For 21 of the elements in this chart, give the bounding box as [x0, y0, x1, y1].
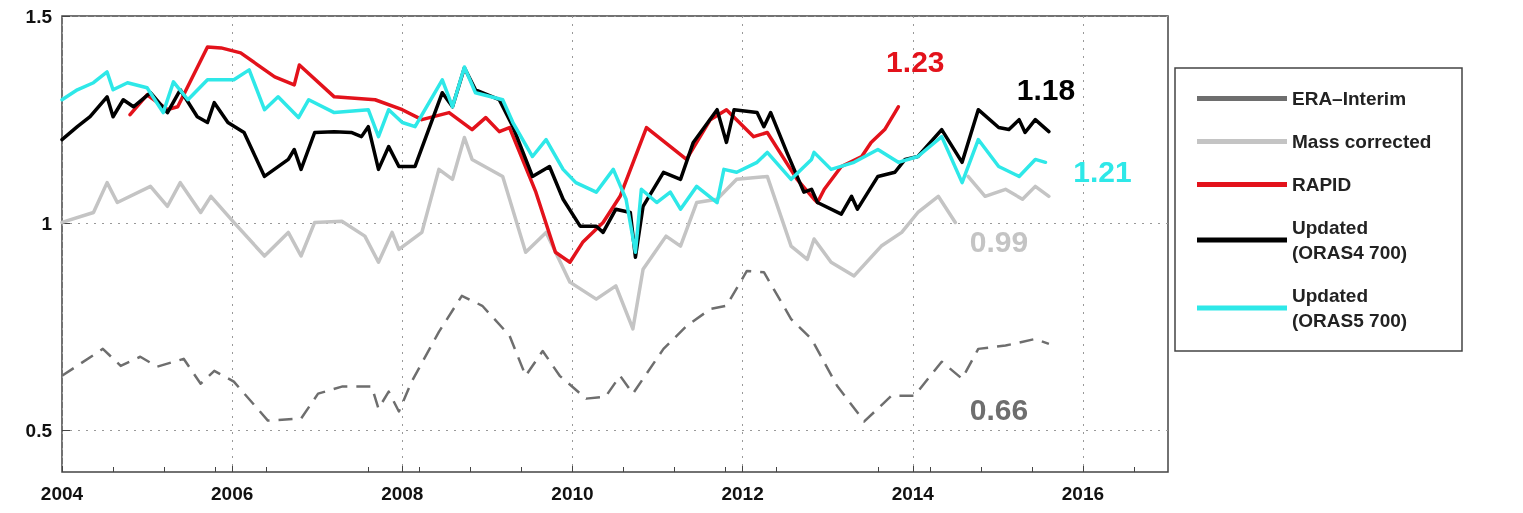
y-tick-label: 1 [41, 212, 53, 234]
y-tick-label: 0.5 [25, 420, 53, 442]
x-tick-label: 2012 [721, 483, 764, 504]
legend-label: Updated (ORAS4 700) [1292, 217, 1408, 263]
annotation: 1.18 [1016, 73, 1076, 107]
x-tick-label: 2006 [211, 483, 254, 504]
annotation: 0.66 [969, 393, 1029, 427]
legend-label: Updated (ORAS5 700) [1292, 285, 1408, 331]
legend-label: ERA–Interim [1292, 88, 1407, 109]
annotation: 1.23 [886, 45, 945, 79]
annotation: 0.99 [969, 224, 1029, 258]
legend-label: Mass corrected [1292, 131, 1432, 152]
x-tick-label: 2014 [891, 483, 935, 504]
annotation: 1.21 [1073, 154, 1132, 188]
x-tick-label: 2010 [551, 483, 594, 504]
line-series [60, 269, 1051, 423]
y-tick-label: 1.5 [25, 5, 53, 27]
x-tick-label: 2004 [40, 483, 84, 504]
legend-label: RAPID [1292, 174, 1352, 195]
x-tick-label: 2008 [381, 483, 424, 504]
x-tick-label: 2016 [1061, 483, 1105, 504]
